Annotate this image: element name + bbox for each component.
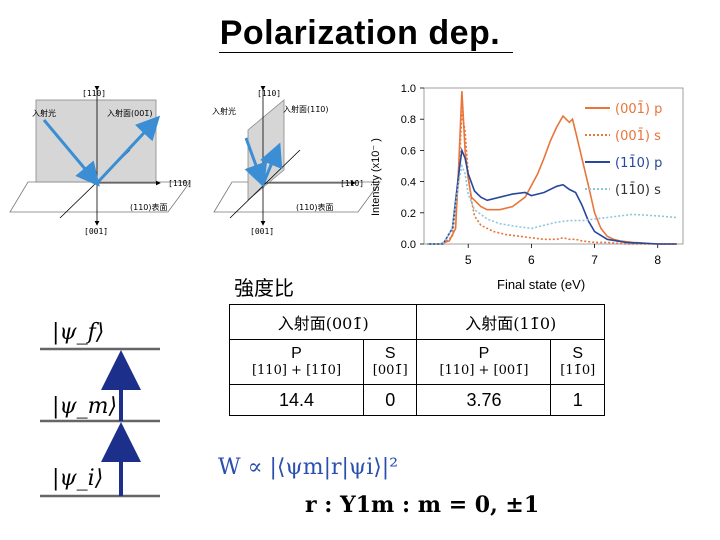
incident-ray [244,137,268,188]
intensity-ratio-table: 入射面(001̄) 入射面(11̄0) P [110] + [11̄0] S [00… [228,304,605,416]
series-line-3 [427,147,677,245]
pol-directions: [110] + [001̄] [439,363,529,378]
x-tick-label: 8 [654,253,661,267]
y-tick-label: 1.0 [401,83,416,95]
reflected-ray [260,142,283,183]
x-tick-label: 7 [591,253,598,267]
pol-label: P [291,345,302,362]
sub-header: P [110] + [001̄] [416,339,552,385]
legend: (001̄) p (001̄) s (11̄0) p (11̄0) s [585,102,662,198]
table-cell: 1 [550,384,605,416]
series-lines [427,91,677,245]
d1-surface: (110)表面 [130,202,168,212]
pol-directions: [11̄0] [560,363,596,378]
pol-directions: [001̄] [372,363,408,378]
d2-incident-plane: 入射面(11̄0) [283,104,329,114]
sub-header: S [11̄0] [550,339,605,385]
y-tick-label: 0.0 [401,239,416,251]
dipole-operator-formula: r : Y1m : m = 0, ±1 [305,492,540,518]
legend-label: (11̄0) p [615,156,662,171]
reflected-ray [96,115,161,184]
state-i-label: |ψ_i⟩ [52,466,104,491]
col-header-plane-1-10: 入射面(11̄0) [416,304,605,340]
title-underline [219,52,513,53]
y-tick-label: 0.8 [401,114,416,126]
d2-incident-light: 入射光 [212,106,236,116]
x-tick-label: 6 [528,253,535,267]
series-line-1 [427,91,677,245]
energy-levels [40,347,160,498]
d1-axis-right: [11̄0] [168,179,192,188]
table-cell: 3.76 [416,384,552,416]
page-title: Polarization dep. [219,14,501,52]
y-tick-label: 0.6 [401,145,416,157]
table-cell: 14.4 [229,384,364,416]
state-m-label: |ψ_m⟩ [52,394,118,419]
x-tick-labels: 5 6 7 8 [465,244,661,267]
pol-label: S [572,345,584,362]
pol-directions: [110] + [11̄0] [251,363,342,378]
pol-label: S [384,345,396,362]
legend-label: (001̄) s [615,129,661,144]
spectrum-chart: 0.0 0.2 0.4 0.6 0.8 1.0 5 6 7 8 Intensity (x10⁻ … [370,83,684,292]
state-f-label: |ψ_f⟩ [52,320,105,345]
sub-header: P [110] + [11̄0] [229,339,364,385]
d2-axis-right: [11̄0] [340,179,364,188]
d2-surface: (110)表面 [296,202,334,212]
pol-label: P [478,345,490,362]
y-tick-labels: 0.0 0.2 0.4 0.6 0.8 1.0 [401,83,424,251]
diagram-2: [110] 入射光 入射面(11̄0) [11̄0] (110)表面 [001̄… [212,86,381,236]
intensity-ratio-label: 強度比 [234,276,294,300]
x-axis-label: Final state (eV) [497,277,585,292]
series-line-2 [427,111,677,245]
d2-axis-bottom: [001̄] [250,227,274,236]
y-tick-label: 0.2 [401,208,416,220]
sub-header: S [001̄] [362,339,418,385]
y-axis-label: Intensity (x10⁻ ) [370,138,382,216]
legend-label: (11̄0) s [615,183,661,198]
table-cell: 0 [362,384,418,416]
d1-axis-top: [110] [82,89,106,98]
d1-incident-plane: 入射面(001̄) [107,108,153,118]
x-tick-label: 5 [465,253,472,267]
d1-axis-bottom: [001̄] [84,227,108,236]
d2-axis-top: [110] [257,89,281,98]
legend-label: (001̄) p [615,102,662,117]
incident-ray [42,119,100,187]
surface-plane [213,181,381,213]
y-tick-label: 0.4 [401,177,416,189]
col-header-plane-001: 入射面(001̄) [228,304,418,340]
d1-incident-light: 入射光 [32,108,56,118]
series-line-4 [427,163,677,245]
transition-rate-formula: W ∝ |⟨ψm|r|ψi⟩|² [218,455,399,480]
diagram-1: [110] 入射光 入射面(001̄) [11̄0] (110)表面 [001̄… [9,86,192,236]
